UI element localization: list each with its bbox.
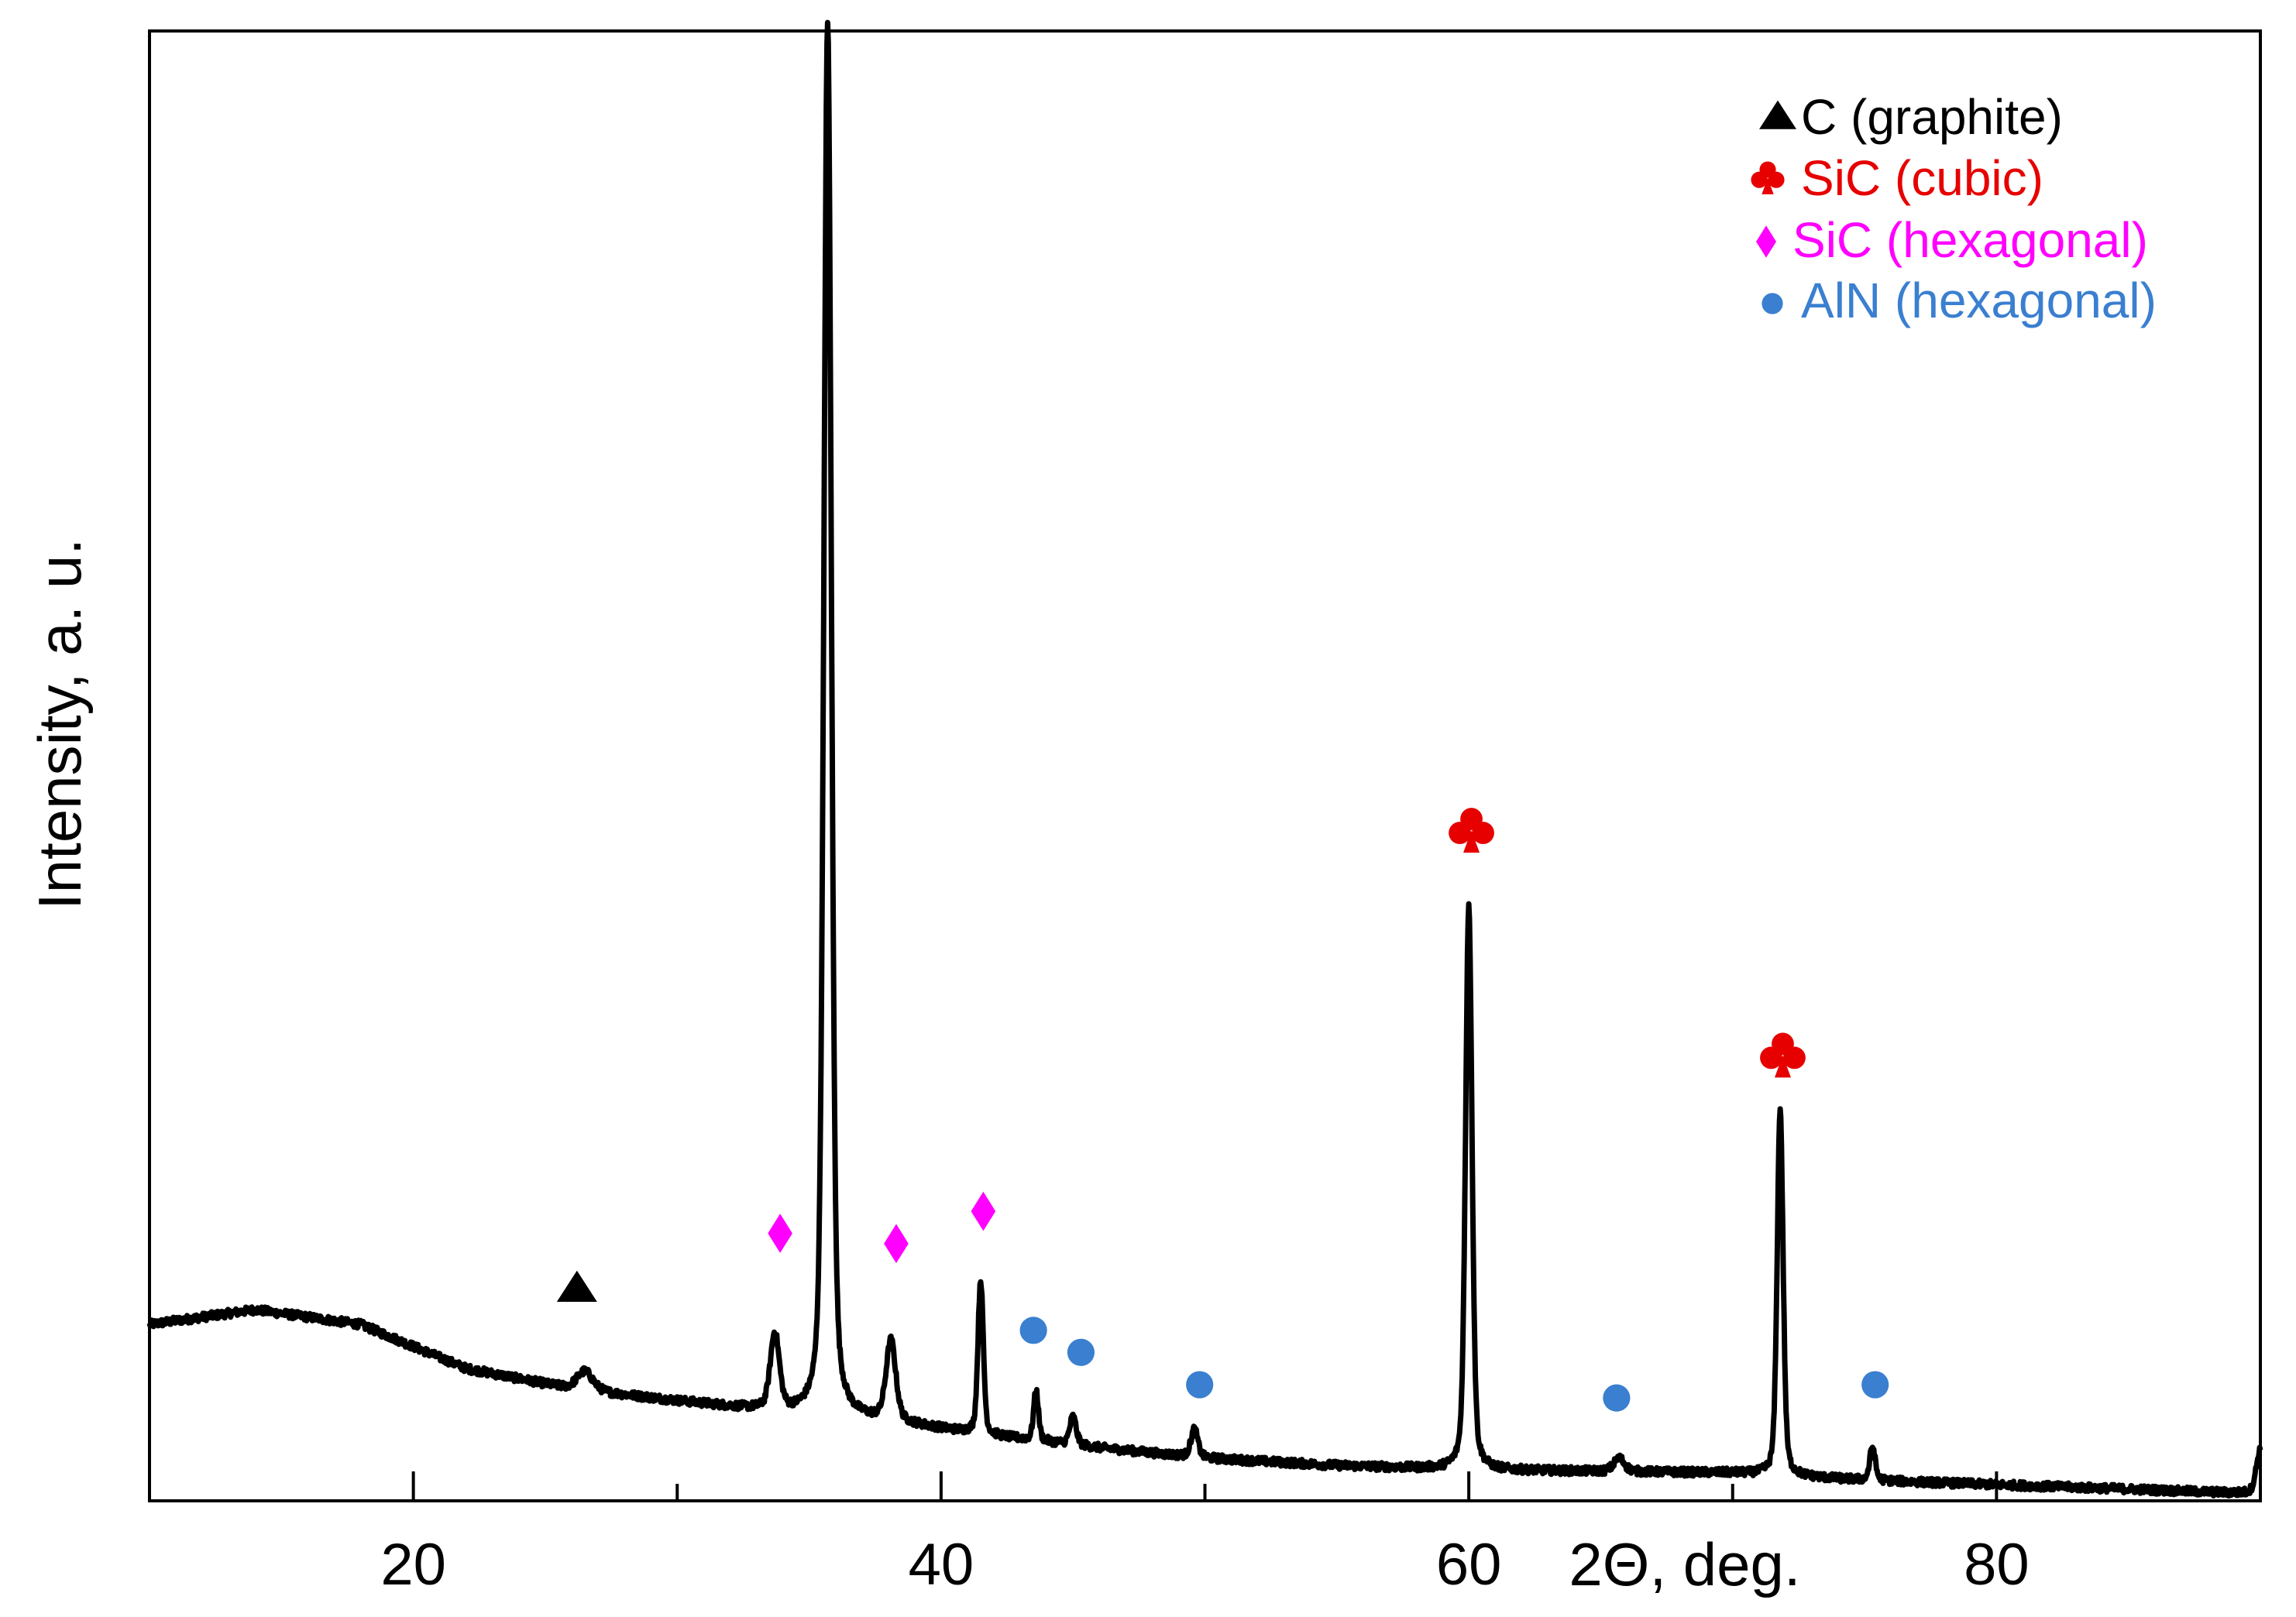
peak-marker-aln-hex [1019,1317,1047,1344]
peak-marker-sic-hex [971,1191,996,1231]
phase-markers [556,808,1889,1412]
x-tick-label: 40 [909,1532,974,1598]
legend-diamond-icon [1756,225,1776,258]
legend-marker-sic-cubic [1751,161,1785,194]
peak-marker-sic-cubic [1449,808,1494,853]
x-axis-label: 2Θ, deg. [1569,1530,1800,1598]
legend-label-graphite: C (graphite) [1801,89,2063,145]
x-tick-label: 80 [1964,1532,2030,1598]
peak-marker-aln-hex [1067,1338,1095,1366]
legend-triangle-icon [1759,100,1796,129]
x-tick-label: 20 [380,1532,446,1598]
peak-marker-graphite [556,1270,597,1302]
legend: C (graphite) SiC (cubic) SiC (hexagonal)… [1751,89,2157,328]
peak-marker-aln-hex [1186,1371,1214,1399]
legend-marker-sic-hexagonal [1756,225,1776,258]
legend-marker-aln-hexagonal [1762,293,1783,314]
peak-marker-sic-cubic [1760,1032,1806,1078]
y-axis-label: Intensity, a. u. [26,538,94,910]
xrd-pattern-line [146,19,2263,1499]
x-axis-ticks: 20 40 60 80 [380,1471,2030,1598]
legend-club-icon [1751,161,1785,194]
legend-label-sic-hexagonal: SiC (hexagonal) [1792,212,2148,268]
legend-label-aln-hexagonal: AlN (hexagonal) [1801,273,2157,328]
peak-marker-sic-hex [884,1224,909,1264]
peak-marker-aln-hex [1603,1384,1631,1412]
legend-label-sic-cubic: SiC (cubic) [1801,150,2043,206]
x-tick-label: 60 [1436,1532,1502,1598]
legend-marker-graphite [1759,100,1796,129]
peak-marker-sic-hex [768,1214,792,1253]
peak-marker-aln-hex [1861,1371,1889,1399]
legend-circle-icon [1762,293,1783,314]
